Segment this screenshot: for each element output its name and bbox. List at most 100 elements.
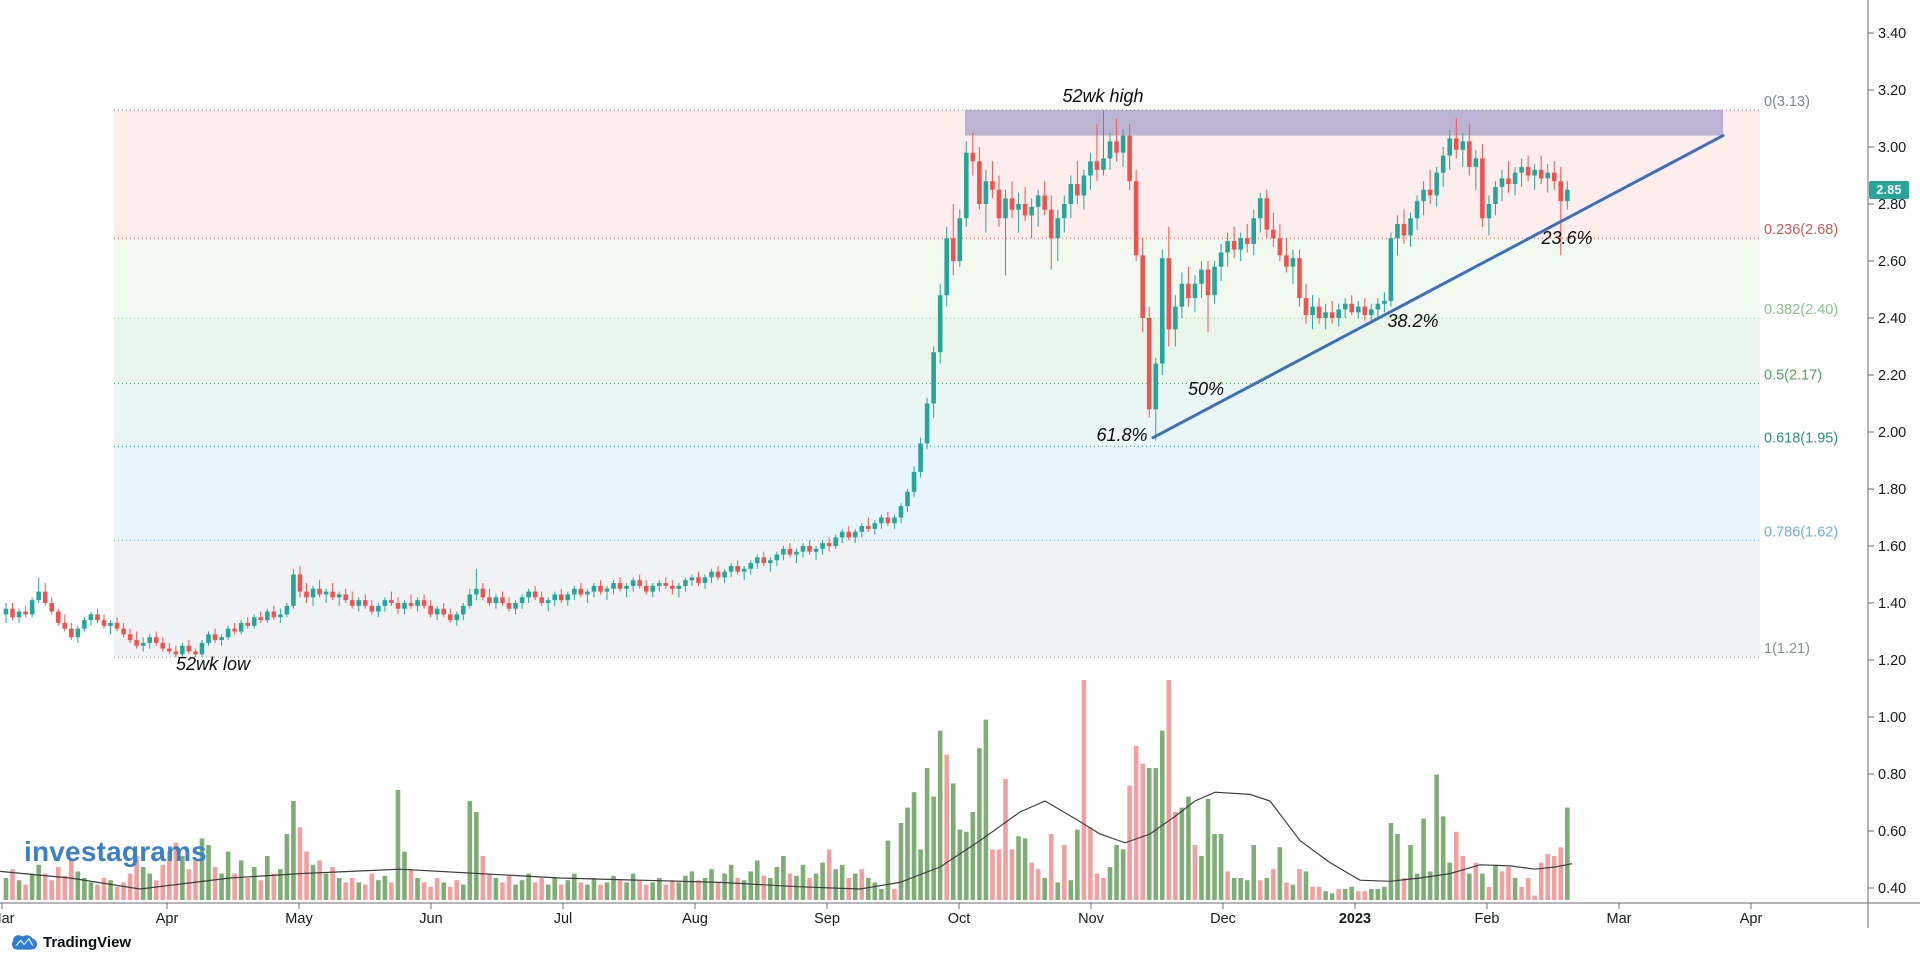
volume-bar[interactable] [1120, 849, 1126, 900]
volume-bar[interactable] [1512, 878, 1518, 900]
volume-bar[interactable] [1382, 886, 1387, 900]
candle[interactable] [304, 591, 309, 598]
volume-bar[interactable] [1565, 807, 1570, 900]
volume-bar[interactable] [715, 882, 721, 900]
candle[interactable] [1375, 303, 1381, 310]
candle[interactable] [937, 295, 943, 353]
volume-bar[interactable] [1205, 798, 1211, 900]
volume-bar[interactable] [356, 882, 362, 900]
candle[interactable] [395, 603, 401, 609]
volume-bar[interactable] [376, 880, 381, 900]
volume-bar[interactable] [265, 856, 270, 900]
candle[interactable] [238, 622, 244, 632]
candle[interactable] [885, 517, 891, 524]
candle[interactable] [480, 588, 486, 598]
candle[interactable] [310, 588, 316, 598]
volume-bar[interactable] [977, 748, 982, 900]
candle[interactable] [1453, 138, 1459, 150]
volume-bar[interactable] [42, 873, 48, 900]
volume-bar[interactable] [1453, 831, 1459, 900]
volume-bar[interactable] [278, 869, 283, 900]
volume-bar[interactable] [1355, 891, 1361, 900]
candle[interactable] [866, 526, 871, 529]
volume-bar[interactable] [1081, 680, 1087, 900]
volume-bar[interactable] [362, 884, 368, 900]
volume-bar[interactable] [1055, 882, 1061, 900]
volume-bar[interactable] [258, 880, 264, 900]
candle[interactable] [1395, 223, 1400, 239]
volume-bar[interactable] [1166, 680, 1172, 900]
candle[interactable] [1186, 283, 1191, 299]
volume-bar[interactable] [885, 840, 891, 900]
candle[interactable] [1264, 198, 1270, 230]
price-tick-label[interactable]: 0.40 [1878, 881, 1906, 897]
candle[interactable] [1199, 269, 1204, 284]
volume-bar[interactable] [251, 867, 257, 900]
candle[interactable] [75, 628, 81, 638]
candle[interactable] [180, 645, 185, 655]
volume-bar[interactable] [180, 856, 185, 900]
volume-bar[interactable] [389, 882, 394, 900]
fib-level-label[interactable]: 1(1.21) [1764, 641, 1810, 657]
time-tick-label[interactable]: 2023 [1339, 911, 1371, 927]
volume-bar[interactable] [709, 869, 714, 900]
volume-bar[interactable] [1427, 871, 1433, 900]
volume-bar[interactable] [330, 867, 335, 900]
volume-bar[interactable] [1551, 856, 1557, 900]
candle[interactable] [487, 597, 492, 603]
volume-bar[interactable] [585, 884, 590, 900]
volume-bar[interactable] [572, 873, 577, 900]
volume-bar[interactable] [1009, 849, 1015, 900]
candle[interactable] [591, 585, 597, 592]
volume-bar[interactable] [1127, 785, 1132, 900]
volume-bar[interactable] [1257, 880, 1263, 900]
volume-bar[interactable] [552, 878, 558, 900]
candle[interactable] [1192, 283, 1198, 299]
candle[interactable] [990, 181, 995, 190]
volume-bar[interactable] [964, 831, 969, 900]
time-tick-label[interactable]: Jun [419, 911, 442, 927]
candle[interactable] [1218, 252, 1224, 267]
volume-bar[interactable] [1493, 864, 1498, 900]
candle[interactable] [1382, 300, 1387, 304]
volume-bar[interactable] [598, 884, 603, 900]
volume-bar[interactable] [1519, 886, 1524, 900]
volume-bar[interactable] [604, 882, 610, 900]
candle[interactable] [1277, 238, 1283, 256]
volume-bar[interactable] [1003, 779, 1008, 900]
candle[interactable] [800, 546, 806, 552]
volume-bar[interactable] [1029, 862, 1034, 900]
candle[interactable] [683, 580, 688, 586]
candle[interactable] [1310, 306, 1315, 316]
candle[interactable] [1120, 135, 1126, 153]
candle[interactable] [1166, 258, 1172, 330]
volume-bar[interactable] [794, 875, 799, 900]
candle[interactable] [1159, 258, 1165, 364]
price-tick-label[interactable]: 0.80 [1878, 767, 1906, 783]
price-tick-label[interactable]: 3.40 [1878, 26, 1906, 42]
volume-bar[interactable] [892, 889, 897, 900]
candle[interactable] [1427, 189, 1433, 196]
volume-bar[interactable] [1303, 871, 1309, 900]
candle[interactable] [931, 352, 936, 404]
volume-bar[interactable] [924, 768, 930, 900]
candle[interactable] [1323, 312, 1328, 318]
candle[interactable] [36, 591, 41, 601]
candle[interactable] [670, 585, 675, 589]
volume-bar[interactable] [336, 878, 342, 900]
volume-bar[interactable] [1369, 889, 1374, 900]
candle[interactable] [362, 600, 368, 606]
candle[interactable] [134, 640, 139, 646]
candle[interactable] [500, 597, 505, 603]
volume-bar[interactable] [3, 878, 9, 900]
candle[interactable] [1068, 184, 1074, 204]
candle[interactable] [656, 583, 662, 586]
fib-level-label[interactable]: 0.5(2.17) [1764, 368, 1822, 384]
time-tick-label[interactable]: Feb [1475, 911, 1500, 927]
volume-bar[interactable] [722, 873, 727, 900]
volume-bar[interactable] [1042, 878, 1047, 900]
volume-bar[interactable] [513, 884, 518, 900]
volume-bar[interactable] [160, 864, 166, 900]
candle[interactable] [702, 577, 708, 584]
candle[interactable] [421, 600, 427, 606]
